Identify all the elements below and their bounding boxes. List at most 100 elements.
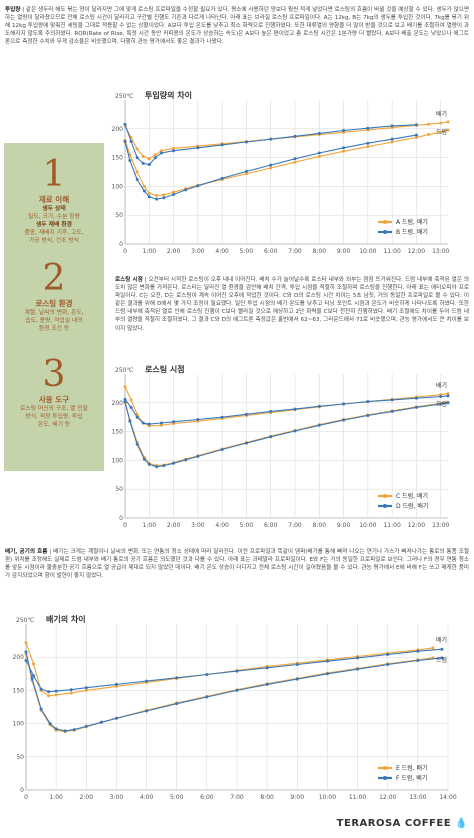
x-tick-label: 11:00: [383, 522, 400, 529]
data-point: [269, 435, 273, 439]
data-point: [325, 672, 329, 676]
data-point: [99, 720, 103, 724]
y-tick-label: 100: [112, 457, 124, 464]
data-point: [155, 194, 159, 198]
x-tick-label: 1:00: [143, 248, 157, 255]
data-point: [69, 691, 73, 695]
data-point: [220, 143, 224, 147]
data-point: [293, 429, 297, 433]
x-tick-label: 1:00: [143, 522, 157, 529]
data-point: [32, 674, 36, 678]
step-detail: 계절, 날씨의 변화, 온도,: [24, 310, 84, 316]
data-point: [386, 653, 390, 657]
x-tick-label: 2:00: [80, 794, 94, 801]
x-tick-label: 12:00: [408, 522, 425, 529]
data-point: [446, 120, 450, 124]
data-point: [162, 464, 166, 468]
data-point: [175, 676, 179, 680]
data-point: [366, 126, 370, 130]
data-point: [175, 702, 179, 706]
data-point: [153, 156, 157, 160]
legend-marker: [383, 766, 387, 770]
legend-entry: E 드럼, 배기: [378, 764, 428, 772]
data-point: [123, 122, 127, 126]
data-point: [84, 724, 88, 728]
data-point: [135, 170, 139, 174]
x-tick-label: 5:00: [240, 248, 254, 255]
x-tick-label: 5:00: [240, 522, 254, 529]
data-point: [145, 709, 149, 713]
step-heading: 로스팅 환경: [35, 299, 73, 308]
data-point: [427, 122, 431, 126]
data-point: [54, 727, 58, 731]
x-tick-label: 4:00: [140, 794, 154, 801]
step-subheading: 생두 재배 환경: [35, 222, 73, 228]
y-tick-label: 50: [115, 212, 123, 219]
data-point: [446, 128, 450, 132]
roast-time-label: 로스팅 시점: [115, 277, 143, 283]
x-tick-label: 1:00: [49, 794, 63, 801]
data-point: [356, 656, 360, 660]
exhaust-curve-label: 배기: [436, 382, 447, 390]
roasting-factors-box: 1 재료 이해 생두 상태 밀도, 크기, 수분 함량 생두 재배 환경 품종,…: [4, 143, 104, 471]
y-axis-unit: 250℃: [115, 93, 133, 100]
data-point: [439, 130, 443, 134]
data-point: [366, 145, 370, 149]
data-point: [220, 415, 224, 419]
data-point: [69, 688, 73, 692]
data-point: [431, 646, 435, 650]
data-point: [24, 641, 28, 645]
data-point: [184, 458, 188, 462]
data-point: [439, 121, 443, 125]
legend-marker: [383, 504, 387, 508]
legend-label: B 드럼, 배기: [396, 228, 428, 236]
legend-marker: [383, 494, 387, 498]
data-point: [147, 462, 151, 466]
data-point: [47, 690, 51, 694]
data-point: [135, 415, 139, 419]
data-point: [172, 461, 176, 465]
exhaust-label: 배기, 공기의 흐름: [5, 549, 48, 555]
data-point: [440, 647, 444, 651]
x-tick-label: 8:00: [313, 522, 327, 529]
x-tick-label: 0: [123, 522, 127, 529]
x-tick-label: 6:00: [200, 794, 214, 801]
y-tick-label: 0: [119, 241, 123, 248]
data-point: [54, 693, 58, 697]
legend-entry: F 드럼, 배기: [378, 774, 427, 782]
x-tick-label: 12:00: [379, 794, 396, 801]
step-detail: 온도, 배기 등: [37, 422, 71, 428]
x-tick-label: 9:00: [337, 248, 351, 255]
x-tick-label: 12:00: [408, 248, 425, 255]
step-1: 1 재료 이해 생두 상태 밀도, 크기, 수분 함량 생두 재배 환경 품종,…: [4, 155, 104, 245]
data-point: [342, 129, 346, 133]
data-point: [446, 394, 450, 398]
legend-marker: [383, 776, 387, 780]
brand-logo: TERAROSA COFFEE 💧: [337, 818, 468, 829]
legend-label: A 드럼, 배기: [396, 218, 428, 226]
data-point: [317, 423, 321, 427]
x-tick-label: 7:00: [230, 794, 244, 801]
data-point: [342, 146, 346, 150]
data-point: [147, 157, 151, 161]
data-point: [196, 146, 200, 150]
data-point: [128, 419, 132, 423]
data-point: [24, 659, 28, 663]
data-point: [356, 667, 360, 671]
data-point: [159, 151, 163, 155]
data-point: [414, 133, 418, 137]
data-point: [414, 123, 418, 127]
y-tick-label: 150: [112, 155, 124, 162]
data-point: [390, 409, 394, 413]
x-tick-label: 2:00: [167, 522, 181, 529]
data-point: [172, 149, 176, 153]
x-tick-label: 9:00: [291, 794, 305, 801]
data-point: [155, 197, 159, 201]
x-tick-label: 10:00: [359, 248, 376, 255]
data-point: [147, 422, 151, 426]
x-tick-label: 7:00: [288, 248, 302, 255]
data-point: [129, 398, 133, 402]
data-point: [269, 409, 273, 413]
data-point: [141, 161, 145, 165]
exhaust-curve-label: 배기: [436, 636, 447, 644]
